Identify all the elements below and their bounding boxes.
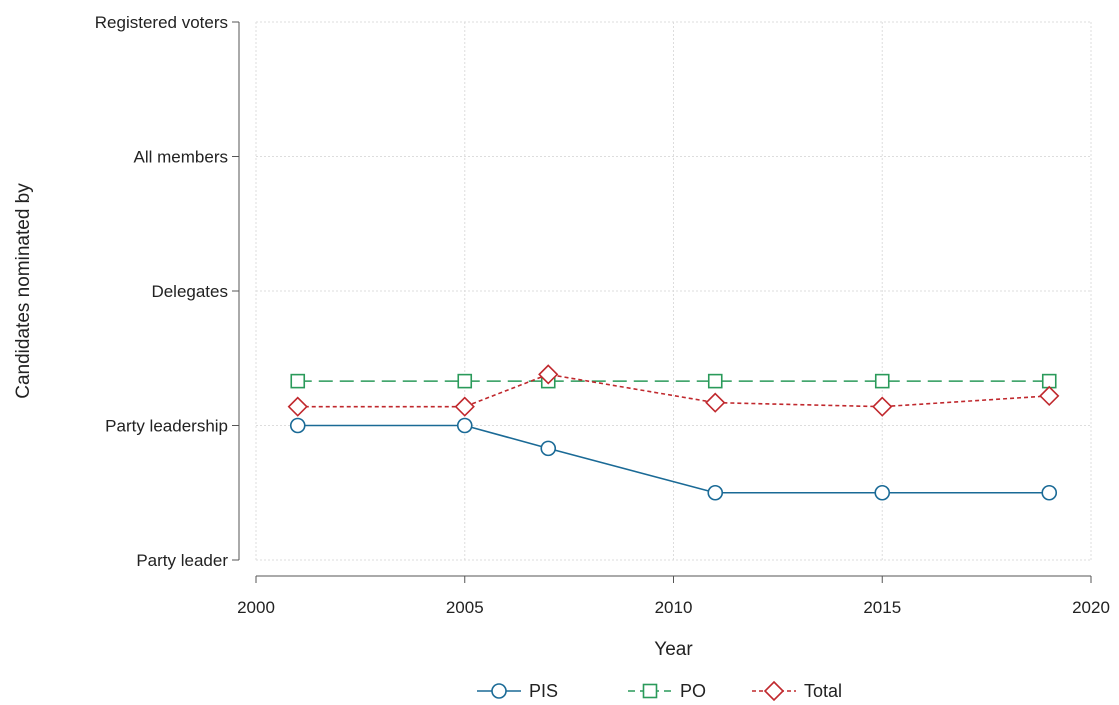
legend-label: PO (680, 681, 706, 701)
data-point-total (454, 396, 475, 417)
series-line-pis (297, 424, 1050, 494)
y-axis-title: Candidates nominated by (13, 183, 34, 399)
data-point-total (538, 364, 559, 385)
series-po (290, 373, 1057, 389)
legend-item-po: PO (628, 681, 706, 701)
data-point-total (287, 396, 308, 417)
data-point-total (1039, 385, 1060, 407)
data-point-po (874, 373, 890, 389)
y-tick-label: All members (134, 148, 228, 167)
x-tick-label: 2015 (863, 598, 901, 617)
x-axis-title: Year (654, 639, 693, 660)
data-point-total (705, 392, 726, 413)
x-tick-label: 2010 (655, 598, 693, 617)
data-point-pis (1041, 484, 1058, 501)
data-point-po (707, 373, 723, 389)
data-point-po (1041, 373, 1057, 389)
data-point-pis (289, 417, 306, 434)
y-tick-label: Delegates (151, 282, 228, 301)
legend-label: Total (804, 681, 842, 701)
y-tick-label: Party leader (136, 551, 228, 570)
x-tick-label: 2000 (237, 598, 275, 617)
y-tick-label: Party leadership (105, 417, 228, 436)
data-point-pis (707, 484, 724, 501)
series-total (287, 364, 1060, 417)
data-point-po (290, 373, 306, 389)
x-ticks: 2000 2005 2010 2015 2020 (237, 576, 1110, 617)
y-ticks: Party leader Party leadership Delegates All… (95, 13, 239, 570)
legend-marker (763, 680, 785, 702)
y-tick-label: Registered voters (95, 13, 228, 32)
data-point-po (457, 373, 473, 389)
legend-label: PIS (529, 681, 558, 701)
data-point-pis (456, 417, 473, 434)
legend-item-pis: PIS (477, 681, 558, 701)
series-pis (289, 417, 1058, 501)
data-point-pis (874, 484, 891, 501)
legend: PIS PO Total (477, 680, 842, 702)
legend-marker (642, 683, 658, 699)
x-tick-label: 2005 (446, 598, 484, 617)
x-tick-label: 2020 (1072, 598, 1110, 617)
data-point-pis (540, 440, 557, 457)
legend-marker (491, 683, 507, 699)
data-point-total (872, 396, 893, 417)
grid (255, 21, 1092, 561)
legend-item-total: Total (752, 680, 842, 702)
series (287, 364, 1060, 501)
